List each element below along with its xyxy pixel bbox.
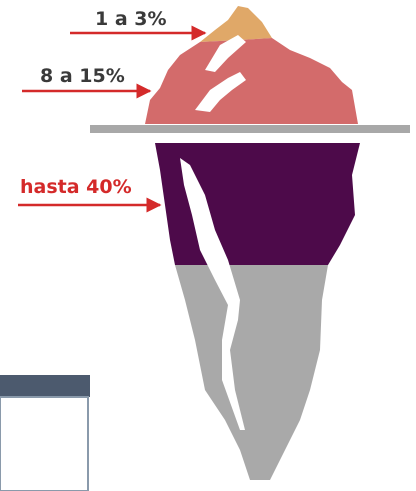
label: 8 a 15% — [40, 65, 125, 87]
iceberg-submerged-lower — [175, 265, 328, 480]
window-titlebar — [0, 375, 90, 397]
iceberg-submerged-upper — [155, 143, 360, 265]
window-body — [0, 396, 89, 491]
iceberg-visible — [145, 38, 358, 124]
label: hasta 40% — [20, 176, 132, 198]
crevice — [180, 158, 245, 430]
iceberg-tip — [200, 6, 272, 42]
label: 1 a 3% — [95, 8, 167, 30]
crevice — [205, 35, 246, 72]
waterline — [90, 125, 410, 133]
crevice — [195, 72, 246, 112]
